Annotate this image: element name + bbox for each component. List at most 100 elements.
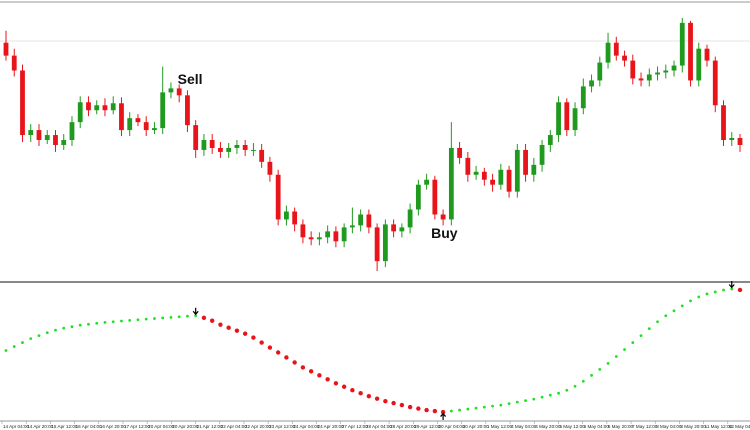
candle-body [448,147,454,220]
x-tick-label: 22 Apr 20:00 [245,424,271,429]
indicator-dot [664,314,668,318]
x-tick-label: 20 Apr 20:00 [172,424,198,429]
candle-body [94,105,100,111]
indicator-dot [128,318,132,322]
indicator-dot [656,320,659,324]
candle-body [242,144,248,150]
candle-body [564,102,570,131]
candle-body [135,118,141,123]
indicator-dot [275,350,281,355]
candle-body [176,88,182,96]
candle-body [523,149,528,175]
x-tick-label: 8 May 04:00 [656,424,682,429]
candle-body [69,122,75,141]
indicator-dot [722,288,725,292]
indicator-dot [70,325,74,329]
x-tick-label: 17 Apr 12:00 [124,424,150,429]
indicator-dot [292,360,297,365]
x-tick-label: 30 Apr 20:00 [463,424,489,429]
indicator-dot [45,331,49,335]
x-tick-label: 11 May 12:00 [705,424,733,429]
indicator-dot [37,334,41,338]
indicator [4,280,743,421]
x-tick-label: 14 Apr 04:00 [3,424,29,429]
indicator-dot [169,315,173,319]
indicator-dot [532,397,536,401]
candle-body [622,55,627,61]
indicator-dot [449,409,453,413]
indicator-dot [218,322,223,327]
indicator-dot [573,384,577,388]
indicator-dot [341,384,347,389]
indicator-dot [474,406,478,410]
candle-body [465,157,471,175]
x-tick-label: 22 Apr 04:00 [221,424,247,429]
buy-annotation: Buy [431,225,458,241]
indicator-dot [432,408,438,414]
indicator-dot [259,340,264,345]
x-tick-label: 16 Apr 04:00 [76,424,102,429]
candle-body [490,179,495,185]
candle-body [366,214,372,228]
candle-body [696,48,702,81]
x-tick-label: 15 Apr 12:00 [51,424,77,429]
indicator-dot [507,402,511,406]
indicator-dot [499,403,503,407]
candle-body [572,108,578,131]
indicator-dot [161,316,165,320]
candle-body [506,169,512,192]
indicator-dot [194,314,198,318]
candle-body [20,70,25,136]
candle-body [358,214,364,226]
candle-body [498,169,504,185]
candle-body [201,140,207,150]
candle-body [267,161,273,175]
x-tick-label: 14 Apr 20:00 [27,424,53,429]
candle-body [597,62,603,81]
candle-body [556,102,561,136]
candle-body [663,70,669,73]
indicator-dot [120,319,123,323]
candle-body [481,171,487,180]
candle-body [737,138,743,145]
indicator-dot [680,304,684,308]
candle-body [284,211,289,220]
indicator-dot [416,406,421,411]
indicator-dot [482,405,486,409]
indicator-dot [557,391,560,395]
buy-arrow [440,412,447,421]
indicator-dot [606,362,610,365]
indicator-dot [300,365,306,370]
indicator-dot [581,379,585,383]
candle-body [539,144,545,165]
indicator-dot [524,399,527,403]
candle-body [638,78,644,81]
x-tick-label: 4 May 20:00 [535,424,561,429]
candle-body [86,102,91,111]
candle-body [152,128,157,131]
candle-body [234,144,240,148]
candle-body [605,42,611,63]
indicator-dot [4,349,8,352]
candle-body [704,48,710,61]
indicator-dot [713,290,717,294]
candle-body [729,138,735,141]
candle-body [3,42,9,56]
candles [3,17,743,272]
indicator-dot [590,373,593,377]
x-tick-label: 23 Apr 12:00 [269,424,295,429]
indicator-dot [565,388,569,392]
x-tick-label: 29 Apr 12:00 [414,424,440,429]
indicator-dot [730,287,734,291]
candle-body [424,179,430,185]
candle-body [143,122,149,131]
indicator-dot [399,402,405,408]
indicator-dot [62,326,66,330]
x-tick-label: 4 May 04:00 [511,424,537,429]
candle-body [374,227,380,262]
candle-body [127,118,133,131]
candle-body [580,86,586,109]
indicator-dot [153,317,156,320]
candle-body [300,224,306,238]
